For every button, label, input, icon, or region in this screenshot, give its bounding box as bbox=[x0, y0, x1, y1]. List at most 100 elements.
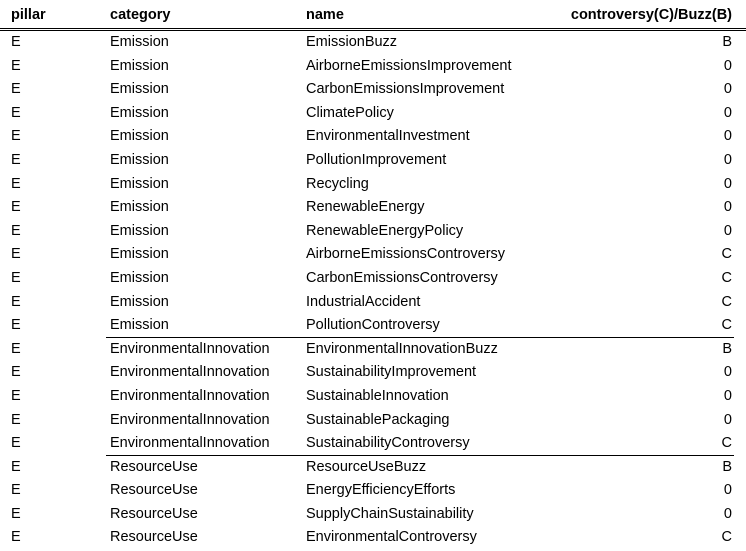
cell-pillar: E bbox=[11, 81, 21, 98]
cell-pillar: E bbox=[11, 411, 21, 428]
table-row: E Emission RenewableEnergyPolicy 0 bbox=[0, 220, 746, 244]
cell-name: SustainabilityControversy bbox=[306, 435, 470, 452]
table-row: E ResourceUse SupplyChainSustainability 0 bbox=[0, 503, 746, 527]
cell-pillar: E bbox=[11, 387, 21, 404]
cell-pillar: E bbox=[11, 458, 21, 475]
cell-controversy-buzz: 0 bbox=[723, 199, 732, 216]
cell-category: EnvironmentalInnovation bbox=[110, 340, 270, 357]
cell-category: EnvironmentalInnovation bbox=[110, 364, 270, 381]
cell-pillar: E bbox=[11, 269, 21, 286]
cell-pillar: E bbox=[11, 340, 21, 357]
cell-name: RenewableEnergyPolicy bbox=[306, 222, 464, 239]
cell-category: ResourceUse bbox=[110, 505, 198, 522]
cell-category: Emission bbox=[110, 199, 169, 216]
cell-category: ResourceUse bbox=[110, 529, 198, 546]
header-controversy-buzz: controversy(C)/Buzz(B) bbox=[570, 7, 732, 23]
cell-name: CarbonEmissionsImprovement bbox=[306, 81, 505, 98]
cell-category: Emission bbox=[110, 81, 169, 98]
cell-name: SustainablePackaging bbox=[306, 411, 450, 428]
cell-name: SupplyChainSustainability bbox=[306, 505, 474, 522]
cell-controversy-buzz: C bbox=[721, 317, 732, 334]
cell-name: ResourceUseBuzz bbox=[306, 458, 427, 475]
cell-name: Recycling bbox=[306, 175, 369, 192]
cell-category: EnvironmentalInnovation bbox=[110, 411, 270, 428]
cell-category: Emission bbox=[110, 128, 169, 145]
cell-name: EnvironmentalInvestment bbox=[306, 128, 470, 145]
cell-controversy-buzz: 0 bbox=[723, 411, 732, 428]
cell-pillar: E bbox=[11, 151, 21, 168]
table-row: E EnvironmentalInnovation SustainableInnov… bbox=[0, 385, 746, 409]
cell-pillar: E bbox=[11, 222, 21, 239]
cell-category: Emission bbox=[110, 57, 169, 74]
cell-category: Emission bbox=[110, 269, 169, 286]
cell-name: ClimatePolicy bbox=[306, 104, 394, 121]
cell-pillar: E bbox=[11, 246, 21, 263]
cell-name: EnvironmentalControversy bbox=[306, 529, 477, 546]
cell-name: EnergyEfficiencyEfforts bbox=[306, 482, 456, 499]
table-row: E EnvironmentalInnovation SustainablePacka… bbox=[0, 409, 746, 433]
cell-controversy-buzz: C bbox=[721, 435, 732, 452]
cell-name: EmissionBuzz bbox=[306, 34, 398, 50]
cell-category: Emission bbox=[110, 246, 169, 263]
table-row: E ResourceUse ResourceUseBuzz B bbox=[0, 456, 746, 480]
cell-category: Emission bbox=[110, 34, 169, 50]
table-row: E EnvironmentalInnovation SustainabilityCo… bbox=[0, 432, 746, 456]
cell-pillar: E bbox=[11, 529, 21, 546]
cell-name: SustainabilityImprovement bbox=[306, 364, 477, 381]
cell-name: AirborneEmissionsImprovement bbox=[306, 57, 512, 74]
cell-controversy-buzz: 0 bbox=[723, 128, 732, 145]
cell-controversy-buzz: 0 bbox=[723, 387, 732, 404]
cell-pillar: E bbox=[11, 482, 21, 499]
cell-name: CarbonEmissionsControversy bbox=[306, 269, 498, 286]
cell-controversy-buzz: 0 bbox=[723, 151, 732, 168]
table-row: E EnvironmentalInnovation EnvironmentalInn… bbox=[0, 338, 746, 362]
cell-name: RenewableEnergy bbox=[306, 199, 425, 216]
cell-category: Emission bbox=[110, 293, 169, 310]
cell-controversy-buzz: C bbox=[721, 293, 732, 310]
table-row: E Emission ClimatePolicy 0 bbox=[0, 102, 746, 126]
cell-name: AirborneEmissionsControversy bbox=[306, 246, 506, 263]
cell-category: EnvironmentalInnovation bbox=[110, 435, 270, 452]
cell-controversy-buzz: C bbox=[721, 246, 732, 263]
cell-name: SustainableInnovation bbox=[306, 387, 449, 404]
cell-controversy-buzz: 0 bbox=[723, 57, 732, 74]
table-row: E Emission EnvironmentalInvestment 0 bbox=[0, 125, 746, 149]
header-pillar: pillar bbox=[11, 7, 46, 23]
cell-controversy-buzz: B bbox=[722, 340, 732, 357]
header-name: name bbox=[306, 7, 344, 23]
table-row: E Emission EmissionBuzz B bbox=[0, 31, 746, 55]
cell-name: EnvironmentalInnovationBuzz bbox=[306, 340, 498, 357]
cell-pillar: E bbox=[11, 435, 21, 452]
cell-pillar: E bbox=[11, 34, 21, 50]
table-row: E Emission CarbonEmissionsControversy C bbox=[0, 267, 746, 291]
cell-name: PollutionControversy bbox=[306, 317, 440, 334]
cell-controversy-buzz: B bbox=[722, 458, 732, 475]
cell-controversy-buzz: 0 bbox=[723, 505, 732, 522]
cell-category: EnvironmentalInnovation bbox=[110, 387, 270, 404]
table-row: E Emission Recycling 0 bbox=[0, 173, 746, 197]
table-body: E Emission EmissionBuzz B E Emission AirborneE… bbox=[0, 31, 746, 550]
cell-controversy-buzz: 0 bbox=[723, 222, 732, 239]
cell-controversy-buzz: C bbox=[721, 529, 732, 546]
table-row: E EnvironmentalInnovation SustainabilityIm… bbox=[0, 361, 746, 385]
cell-pillar: E bbox=[11, 505, 21, 522]
cell-category: Emission bbox=[110, 151, 169, 168]
table-row: E Emission PollutionImprovement 0 bbox=[0, 149, 746, 173]
cell-pillar: E bbox=[11, 104, 21, 121]
table-row: E Emission AirborneEmissionsImprovement 0 bbox=[0, 55, 746, 79]
cell-controversy-buzz: 0 bbox=[723, 104, 732, 121]
cell-pillar: E bbox=[11, 317, 21, 334]
cell-controversy-buzz: B bbox=[722, 34, 732, 50]
cell-controversy-buzz: 0 bbox=[723, 482, 732, 499]
cell-category: ResourceUse bbox=[110, 458, 198, 475]
cell-controversy-buzz: C bbox=[721, 269, 732, 286]
table-row: E Emission CarbonEmissionsImprovement 0 bbox=[0, 78, 746, 102]
cell-controversy-buzz: 0 bbox=[723, 175, 732, 192]
cell-category: ResourceUse bbox=[110, 482, 198, 499]
cell-category: Emission bbox=[110, 104, 169, 121]
cell-category: Emission bbox=[110, 222, 169, 239]
cell-category: Emission bbox=[110, 317, 169, 334]
table-row: E ResourceUse EnergyEfficiencyEfforts 0 bbox=[0, 479, 746, 503]
cell-controversy-buzz: 0 bbox=[723, 81, 732, 98]
